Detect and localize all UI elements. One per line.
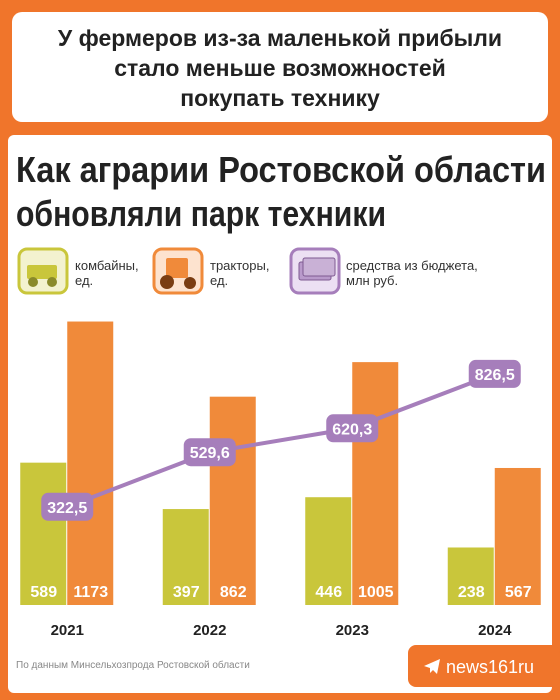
legend-label: комбайны, ед. — [75, 258, 139, 288]
brand: news161ru — [446, 657, 534, 677]
legend-icons — [17, 247, 341, 295]
bar-value-label: 397 — [173, 584, 200, 601]
bar-value-label: 862 — [220, 584, 247, 601]
bar-value-label: 238 — [458, 584, 485, 601]
x-tick-label: 2023 — [336, 622, 369, 639]
bar — [20, 462, 67, 605]
x-tick-label: 2022 — [193, 622, 226, 639]
chart-title: Как аграрии Ростовской области — [16, 149, 546, 190]
headline-box — [12, 12, 548, 122]
icon-shape — [27, 265, 57, 279]
headline: У фермеров из-за маленькой прибыли — [58, 25, 502, 51]
bar-value-label: 589 — [30, 584, 57, 601]
legend-label: средства из бюджета, млн руб. — [346, 258, 478, 288]
point-label-box — [183, 438, 236, 467]
headline: стало меньше возможностей — [114, 55, 446, 81]
headline: покупать технику — [180, 85, 380, 111]
icon-shape — [47, 277, 57, 287]
point-label: 826,5 — [475, 367, 515, 384]
bar — [494, 467, 541, 605]
bar — [162, 509, 209, 605]
source: По данным Минсельхозпрода Ростовской обл… — [16, 659, 250, 671]
point-label: 529,6 — [190, 445, 230, 462]
icon-shape — [28, 277, 38, 287]
x-tick-label: 2021 — [51, 622, 84, 639]
brand-badge — [408, 645, 560, 687]
icon-shape — [302, 257, 336, 277]
icon-shape — [184, 277, 196, 289]
bar — [352, 362, 399, 605]
chart-title: обновляли парк техники — [16, 193, 386, 234]
brand-icon — [424, 659, 440, 674]
legend-label: тракторы, ед. — [210, 258, 270, 288]
point-label-box — [41, 492, 94, 521]
line — [66, 372, 496, 509]
bar-value-label: 446 — [315, 584, 342, 601]
bar-value-label: 1173 — [73, 584, 108, 601]
point-label-box — [326, 414, 379, 443]
bar-value-label: 1005 — [358, 584, 394, 601]
point-label-box — [468, 359, 521, 388]
bar — [305, 497, 352, 605]
icon-shape — [160, 275, 174, 289]
panel — [8, 135, 552, 693]
bar — [209, 396, 256, 605]
bar — [67, 321, 114, 605]
bar-value-label: 567 — [505, 584, 532, 601]
icon-shape — [166, 258, 188, 278]
point-label: 322,5 — [47, 500, 87, 517]
point-label: 620,3 — [332, 421, 372, 438]
bar — [447, 547, 494, 605]
x-tick-label: 2024 — [478, 622, 512, 639]
